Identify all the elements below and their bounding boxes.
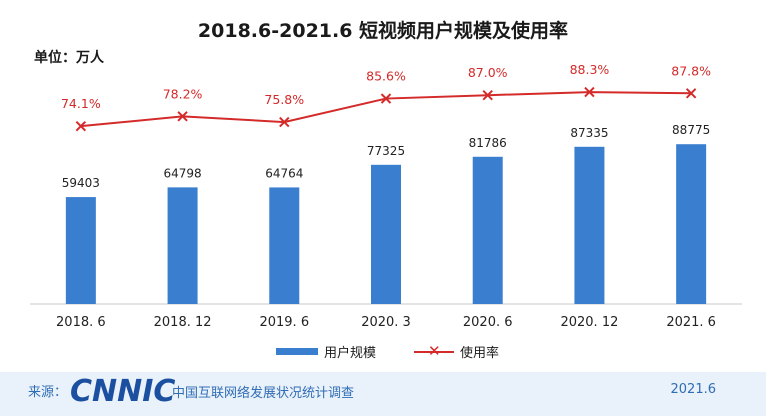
line-value-label-1: 78.2% (163, 86, 203, 101)
line-marker-5 (584, 86, 595, 98)
bar-value-label-5: 87335 (570, 126, 608, 140)
cnnic-logo: CNNIC (70, 374, 176, 409)
chart-plot: 59403 64798 64764 77325 81786 87335 88775 74.1%… (30, 62, 742, 330)
x-tick-label-6: 2021. 6 (666, 315, 716, 330)
line-value-label-6: 87.8% (671, 63, 711, 78)
bar-value-label-0: 59403 (62, 176, 100, 190)
x-tick-label-1: 2018. 12 (154, 315, 212, 330)
bar-value-label-3: 77325 (367, 144, 405, 158)
legend-bar-swatch (276, 348, 318, 355)
bar-3 (371, 164, 401, 304)
line-marker-1 (177, 111, 188, 122)
bar-value-label-4: 81786 (469, 136, 507, 150)
bar-value-label-1: 64798 (163, 166, 201, 180)
line-value-label-2: 75.8% (264, 92, 304, 107)
bar-value-label-6: 88775 (672, 123, 710, 137)
x-tick-label-2: 2019. 6 (259, 315, 309, 330)
bar-5 (574, 146, 605, 304)
bar-2 (269, 187, 300, 304)
line-value-label-0: 74.1% (61, 96, 101, 111)
legend-item-line: ✕ 使用率 (414, 342, 499, 361)
bar-6 (676, 144, 707, 304)
source-label: 来源： (28, 385, 68, 400)
line-value-label-3: 85.6% (366, 69, 406, 84)
legend-line-label: 使用率 (460, 346, 500, 361)
x-tick-label-3: 2020. 3 (361, 315, 411, 330)
line-marker-6 (685, 88, 697, 99)
unit-label: 单位：万人 (34, 50, 104, 66)
source-footer: 来源： CNNIC 中国互联网络发展状况统计调查 2021.6 (0, 372, 766, 416)
line-marker-0 (75, 120, 87, 132)
legend-line-swatch: ✕ (414, 342, 454, 360)
chart-title: 2018.6-2021.6 短视频用户规模及使用率 (197, 20, 569, 42)
x-tick-label-5: 2020. 12 (560, 315, 618, 330)
bar-1 (167, 187, 198, 304)
bar-4 (472, 156, 503, 304)
legend-item-bars: 用户规模 (276, 342, 376, 361)
x-tick-label-0: 2018. 6 (56, 315, 106, 330)
bar-value-label-2: 64764 (265, 166, 303, 180)
legend-line-marker: ✕ (428, 341, 441, 360)
x-tick-label-4: 2020. 6 (463, 315, 513, 330)
line-marker-3 (380, 93, 392, 104)
line-marker-4 (482, 89, 493, 101)
legend-bar-label: 用户规模 (324, 346, 377, 361)
source-name: 中国互联网络发展状况统计调查 (172, 386, 355, 401)
line-value-label-4: 87.0% (468, 65, 508, 80)
source-date: 2021.6 (670, 382, 717, 397)
line-marker-2 (279, 116, 290, 128)
bar-0 (65, 197, 96, 304)
line-value-label-5: 88.3% (570, 62, 610, 77)
chart-legend: 用户规模 ✕ 使用率 (0, 342, 766, 362)
